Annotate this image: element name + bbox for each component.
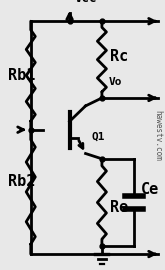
Text: Rb2: Rb2 (8, 174, 35, 189)
Text: Vo: Vo (108, 77, 122, 87)
Text: Ce: Ce (141, 182, 159, 197)
Text: Q1: Q1 (91, 132, 105, 142)
Text: Vcc: Vcc (74, 0, 97, 5)
Text: hawestv.com: hawestv.com (154, 110, 163, 160)
Text: Rb1: Rb1 (8, 68, 35, 83)
Text: Re: Re (110, 200, 128, 215)
Text: Rc: Rc (110, 49, 128, 65)
